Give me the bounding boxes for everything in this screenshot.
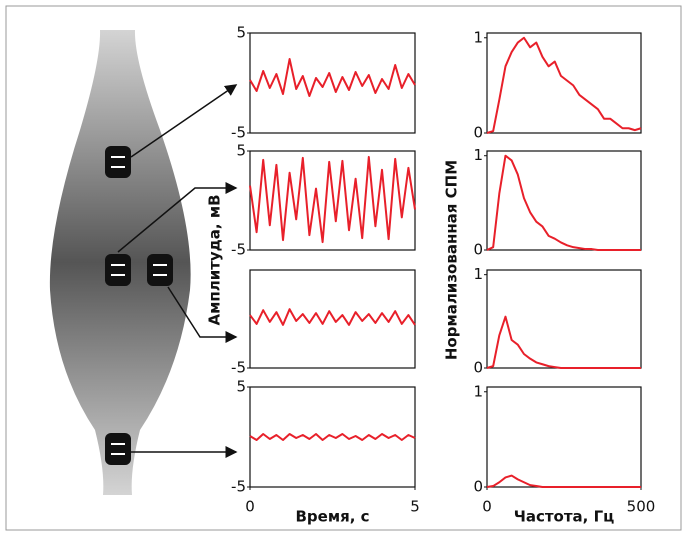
signal-line (486, 315, 641, 369)
y-tick-label: 1 (473, 146, 483, 164)
y-tick-label: -5 (231, 359, 246, 377)
y-axis-label: Амплитуда, мВ (206, 194, 224, 325)
y-tick-label: -5 (231, 241, 246, 259)
signal-line (486, 36, 642, 134)
y-tick-label: 1 (473, 28, 483, 46)
signal-line (486, 474, 641, 488)
y-tick-label: 5 (236, 24, 246, 42)
signal-line (249, 58, 416, 97)
x-tick-label: 500 (627, 498, 656, 516)
y-tick-label: 0 (473, 359, 483, 377)
y-tick-label: 1 (473, 382, 483, 400)
plot-frame (486, 32, 642, 134)
y-axis-label: Нормализованная СПМ (443, 160, 461, 360)
signal-line (249, 433, 416, 441)
x-axis-label: Время, с (295, 508, 369, 526)
y-tick-label: -5 (231, 478, 246, 496)
plot-frame (249, 269, 416, 369)
signal-line (486, 154, 641, 251)
plot-frame (486, 150, 642, 251)
border (5, 5, 682, 531)
y-tick-label: 1 (473, 265, 483, 283)
y-tick-label: -5 (231, 124, 246, 142)
plot-frame (249, 150, 416, 251)
y-tick-label: 0 (473, 124, 483, 142)
plot-frame (486, 269, 642, 369)
signal-line (249, 155, 416, 244)
electrodes (105, 146, 173, 465)
y-tick-label: 0 (473, 241, 483, 259)
x-tick-label: 0 (482, 498, 492, 516)
plot-frame (249, 32, 416, 134)
x-axis-label: Частота, Гц (514, 508, 615, 526)
signal-line (249, 308, 416, 326)
y-tick-label: 5 (236, 378, 246, 396)
plot-frame (486, 386, 642, 488)
arrows (117, 84, 238, 458)
x-tick-label: 5 (410, 498, 420, 516)
x-tick-label: 0 (245, 498, 255, 516)
y-tick-label: 5 (236, 142, 246, 160)
y-tick-label: 0 (473, 478, 483, 496)
